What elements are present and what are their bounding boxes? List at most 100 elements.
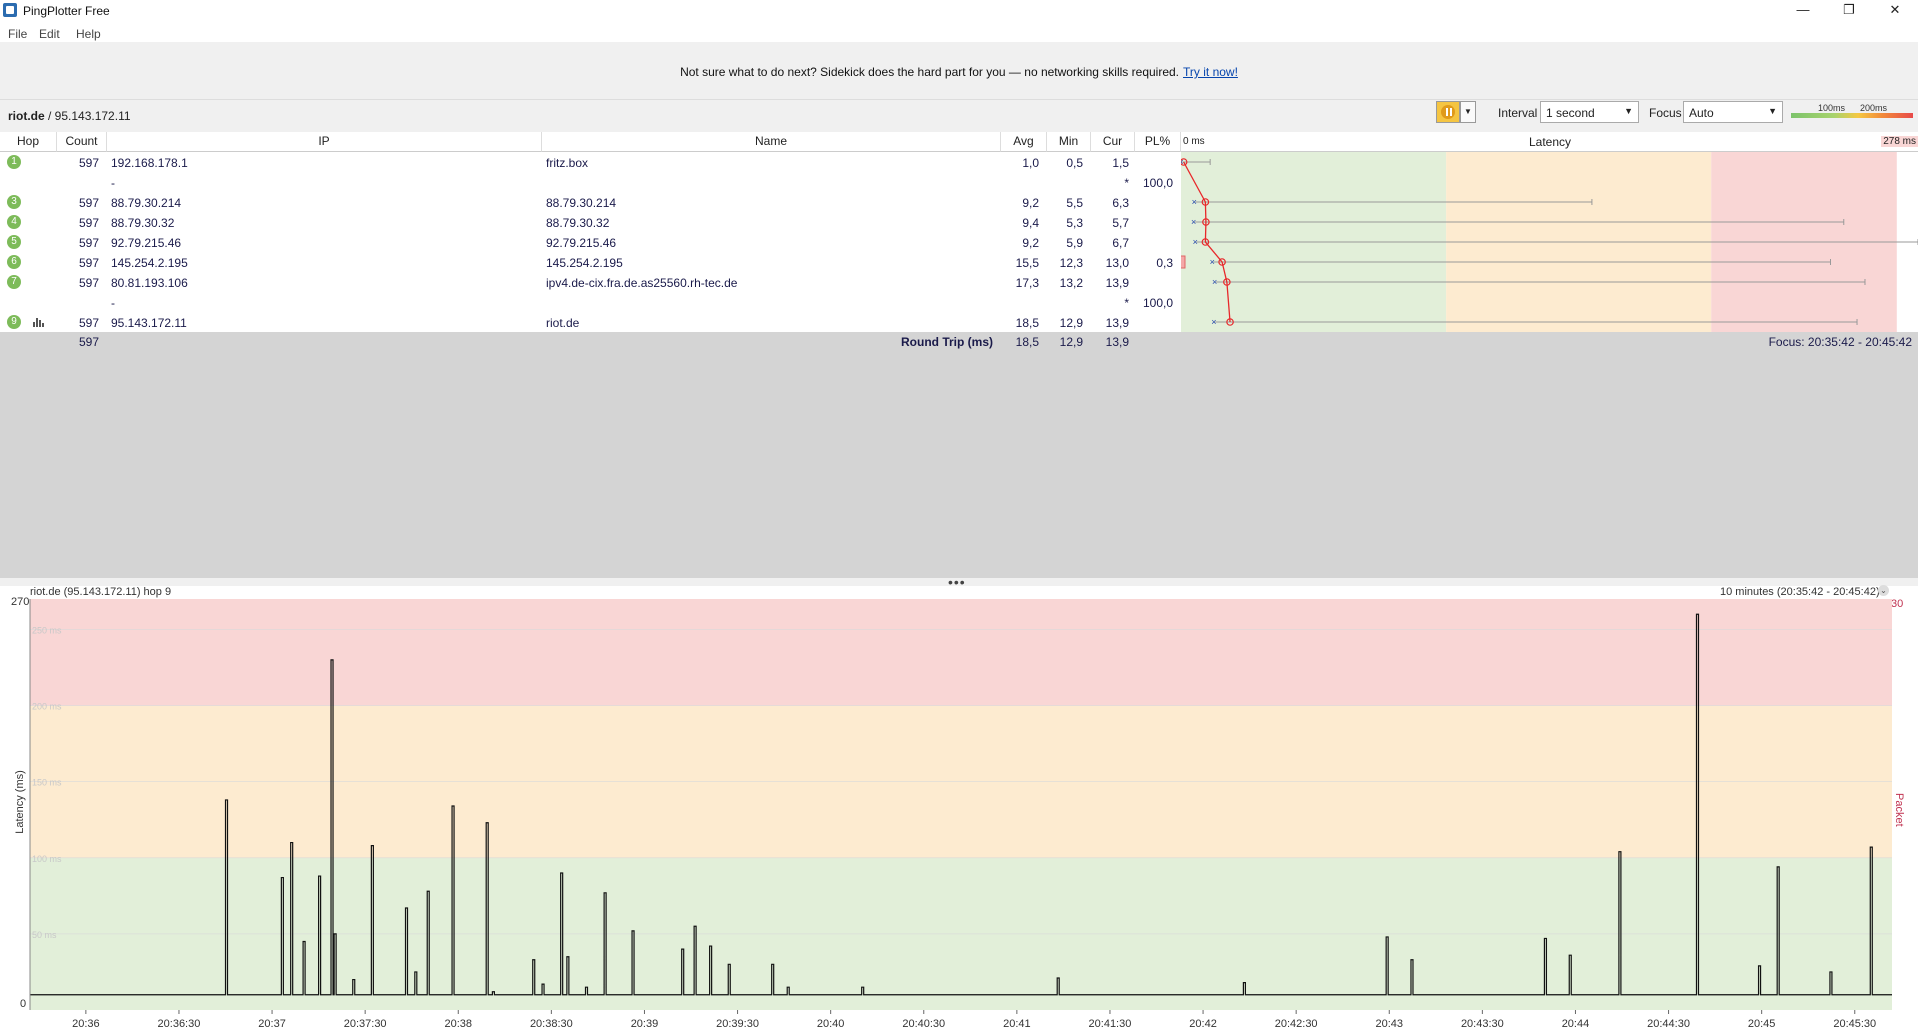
- cell-min: 12,9: [1059, 316, 1083, 330]
- cell-ip: -: [111, 296, 115, 310]
- avg-latency-point: [1218, 258, 1226, 266]
- cell-count: 597: [78, 156, 99, 170]
- trace-table: Hop Count IP Name Avg Min Cur PL% 0 ms L…: [0, 132, 1918, 332]
- menu-edit[interactable]: Edit: [39, 27, 60, 41]
- cell-cur: 13,9: [1105, 276, 1129, 290]
- min-latency-marker: ×: [1212, 277, 1217, 287]
- table-row[interactable]: - * 100,0: [0, 292, 1180, 312]
- pause-icon: [1446, 108, 1448, 116]
- panel-splitter[interactable]: •••: [0, 574, 1918, 590]
- col-avg[interactable]: Avg: [1001, 132, 1047, 152]
- table-row[interactable]: 5 597 92.79.215.46 92.79.215.46 9,2 5,9 6,7: [0, 232, 1180, 252]
- empty-area: [0, 350, 1918, 578]
- cell-cur: *: [1124, 296, 1129, 310]
- hop-badge: 7: [7, 275, 21, 289]
- cell-cur: 13,9: [1105, 316, 1129, 330]
- x-tick-label: 20:36:30: [158, 1018, 201, 1030]
- summary-avg: 18,5: [1015, 335, 1039, 349]
- col-latency[interactable]: 0 ms Latency 278 ms: [1181, 132, 1918, 152]
- x-tick-label: 20:37: [258, 1018, 286, 1030]
- table-row[interactable]: - * 100,0: [0, 172, 1180, 192]
- bar-chart-icon[interactable]: [33, 317, 45, 327]
- min-latency-marker: ×: [1192, 197, 1197, 207]
- zone-label: 200 ms: [32, 702, 62, 712]
- cell-ip: 192.168.178.1: [111, 156, 188, 170]
- cell-name: riot.de: [546, 316, 580, 330]
- cell-cur: 1,5: [1112, 156, 1129, 170]
- min-latency-marker: ×: [1210, 257, 1215, 267]
- interval-select[interactable]: 1 second ▼: [1540, 101, 1639, 123]
- menu-file[interactable]: File: [8, 27, 28, 41]
- interval-value: 1 second: [1546, 106, 1595, 120]
- latency-timeline-chart: 250 ms 200 ms 150 ms 100 ms 50 ms 20:36 20:36:…: [29, 599, 1892, 1030]
- focus-select[interactable]: Auto ▼: [1683, 101, 1783, 123]
- col-count[interactable]: Count: [57, 132, 107, 152]
- avg-latency-point: [1223, 278, 1231, 286]
- table-row[interactable]: 3 597 88.79.30.214 88.79.30.214 9,2 5,5 6,3: [0, 192, 1180, 212]
- avg-latency-point: [1181, 158, 1188, 166]
- banner-text: Not sure what to do next? Sidekick does …: [680, 65, 1180, 79]
- min-latency-marker: ×: [1211, 317, 1216, 327]
- col-min[interactable]: Min: [1047, 132, 1091, 152]
- pause-dropdown-button[interactable]: ▼: [1460, 101, 1476, 123]
- pingplotter-logo-icon: [3, 3, 17, 17]
- try-it-now-link[interactable]: Try it now!: [1183, 65, 1238, 79]
- cell-ip: 88.79.30.32: [111, 216, 175, 230]
- table-row[interactable]: 7 597 80.81.193.106 ipv4.de-cix.fra.de.as25…: [0, 272, 1180, 292]
- cell-ip: 95.143.172.11: [111, 316, 187, 330]
- latency-min-label: 0 ms: [1183, 136, 1205, 147]
- y-axis-max: 270: [11, 596, 30, 608]
- col-hop[interactable]: Hop: [0, 132, 57, 152]
- col-pl[interactable]: PL%: [1135, 132, 1181, 152]
- col-cur[interactable]: Cur: [1091, 132, 1135, 152]
- packet-loss-marker: [1181, 255, 1186, 269]
- zone-label: 250 ms: [32, 625, 62, 635]
- hop-badge: 6: [7, 255, 21, 269]
- latency-zone: [30, 599, 1892, 706]
- table-row[interactable]: 1 597 192.168.178.1 fritz.box 1,0 0,5 1,5: [0, 152, 1180, 172]
- table-row[interactable]: 6 597 145.254.2.195 145.254.2.195 15,5 12,3 13…: [0, 252, 1180, 272]
- minimize-button[interactable]: —: [1796, 2, 1810, 17]
- col-name[interactable]: Name: [542, 132, 1001, 152]
- chevron-down-icon[interactable]: ⌄: [1878, 585, 1889, 596]
- scale-100-label: 100ms: [1818, 103, 1846, 113]
- restore-button[interactable]: ❐: [1843, 2, 1855, 17]
- x-tick-label: 20:37:30: [344, 1018, 387, 1030]
- hop-badge: 4: [7, 215, 21, 229]
- pause-button[interactable]: [1436, 101, 1460, 123]
- table-row[interactable]: 4 597 88.79.30.32 88.79.30.32 9,4 5,3 5,7: [0, 212, 1180, 232]
- cell-count: 597: [78, 316, 99, 330]
- x-tick-label: 20:44: [1562, 1018, 1590, 1030]
- avg-latency-line: [1183, 161, 1231, 323]
- cell-min: 13,2: [1059, 276, 1083, 290]
- x-tick-label: 20:44:30: [1647, 1018, 1690, 1030]
- latency-header-label: Latency: [1529, 135, 1572, 149]
- x-tick-label: 20:36: [72, 1018, 100, 1030]
- graph-range-label[interactable]: 10 minutes (20:35:42 - 20:45:42): [1720, 586, 1880, 598]
- cell-cur: 13,0: [1105, 256, 1129, 270]
- cell-cur: 5,7: [1112, 216, 1129, 230]
- avg-latency-point: [1201, 198, 1210, 206]
- menu-help[interactable]: Help: [76, 27, 101, 41]
- x-tick-label: 20:45: [1748, 1018, 1776, 1030]
- banner-message: Not sure what to do next? Sidekick does …: [0, 65, 1918, 79]
- target-bar: riot.de / 95.143.172.11 ▼ Interval 1 sec…: [0, 99, 1918, 132]
- timeline-graph-panel: riot.de (95.143.172.11) hop 9 10 minutes…: [0, 585, 1918, 1034]
- hop-badge: 9: [7, 315, 21, 329]
- col-ip[interactable]: IP: [107, 132, 542, 152]
- avg-latency-point: [1226, 318, 1234, 326]
- x-tick-label: 20:42:30: [1275, 1018, 1318, 1030]
- avg-latency-point: [1201, 238, 1210, 246]
- x-tick-label: 20:39:30: [716, 1018, 759, 1030]
- x-tick-label: 20:38:30: [530, 1018, 573, 1030]
- cell-cur: 6,7: [1112, 236, 1129, 250]
- zone-label: 100 ms: [32, 854, 62, 864]
- cell-name: ipv4.de-cix.fra.de.as25560.rh-tec.de: [546, 276, 738, 290]
- latency-color-scale: [1791, 113, 1913, 118]
- cell-min: 5,5: [1066, 196, 1083, 210]
- table-row[interactable]: 9 597 95.143.172.11 riot.de 18,5 12,9 13,9: [0, 312, 1180, 332]
- close-button[interactable]: ✕: [1889, 2, 1901, 17]
- cell-min: 5,3: [1066, 216, 1083, 230]
- x-tick-label: 20:43: [1375, 1018, 1403, 1030]
- target-ip: / 95.143.172.11: [44, 109, 131, 123]
